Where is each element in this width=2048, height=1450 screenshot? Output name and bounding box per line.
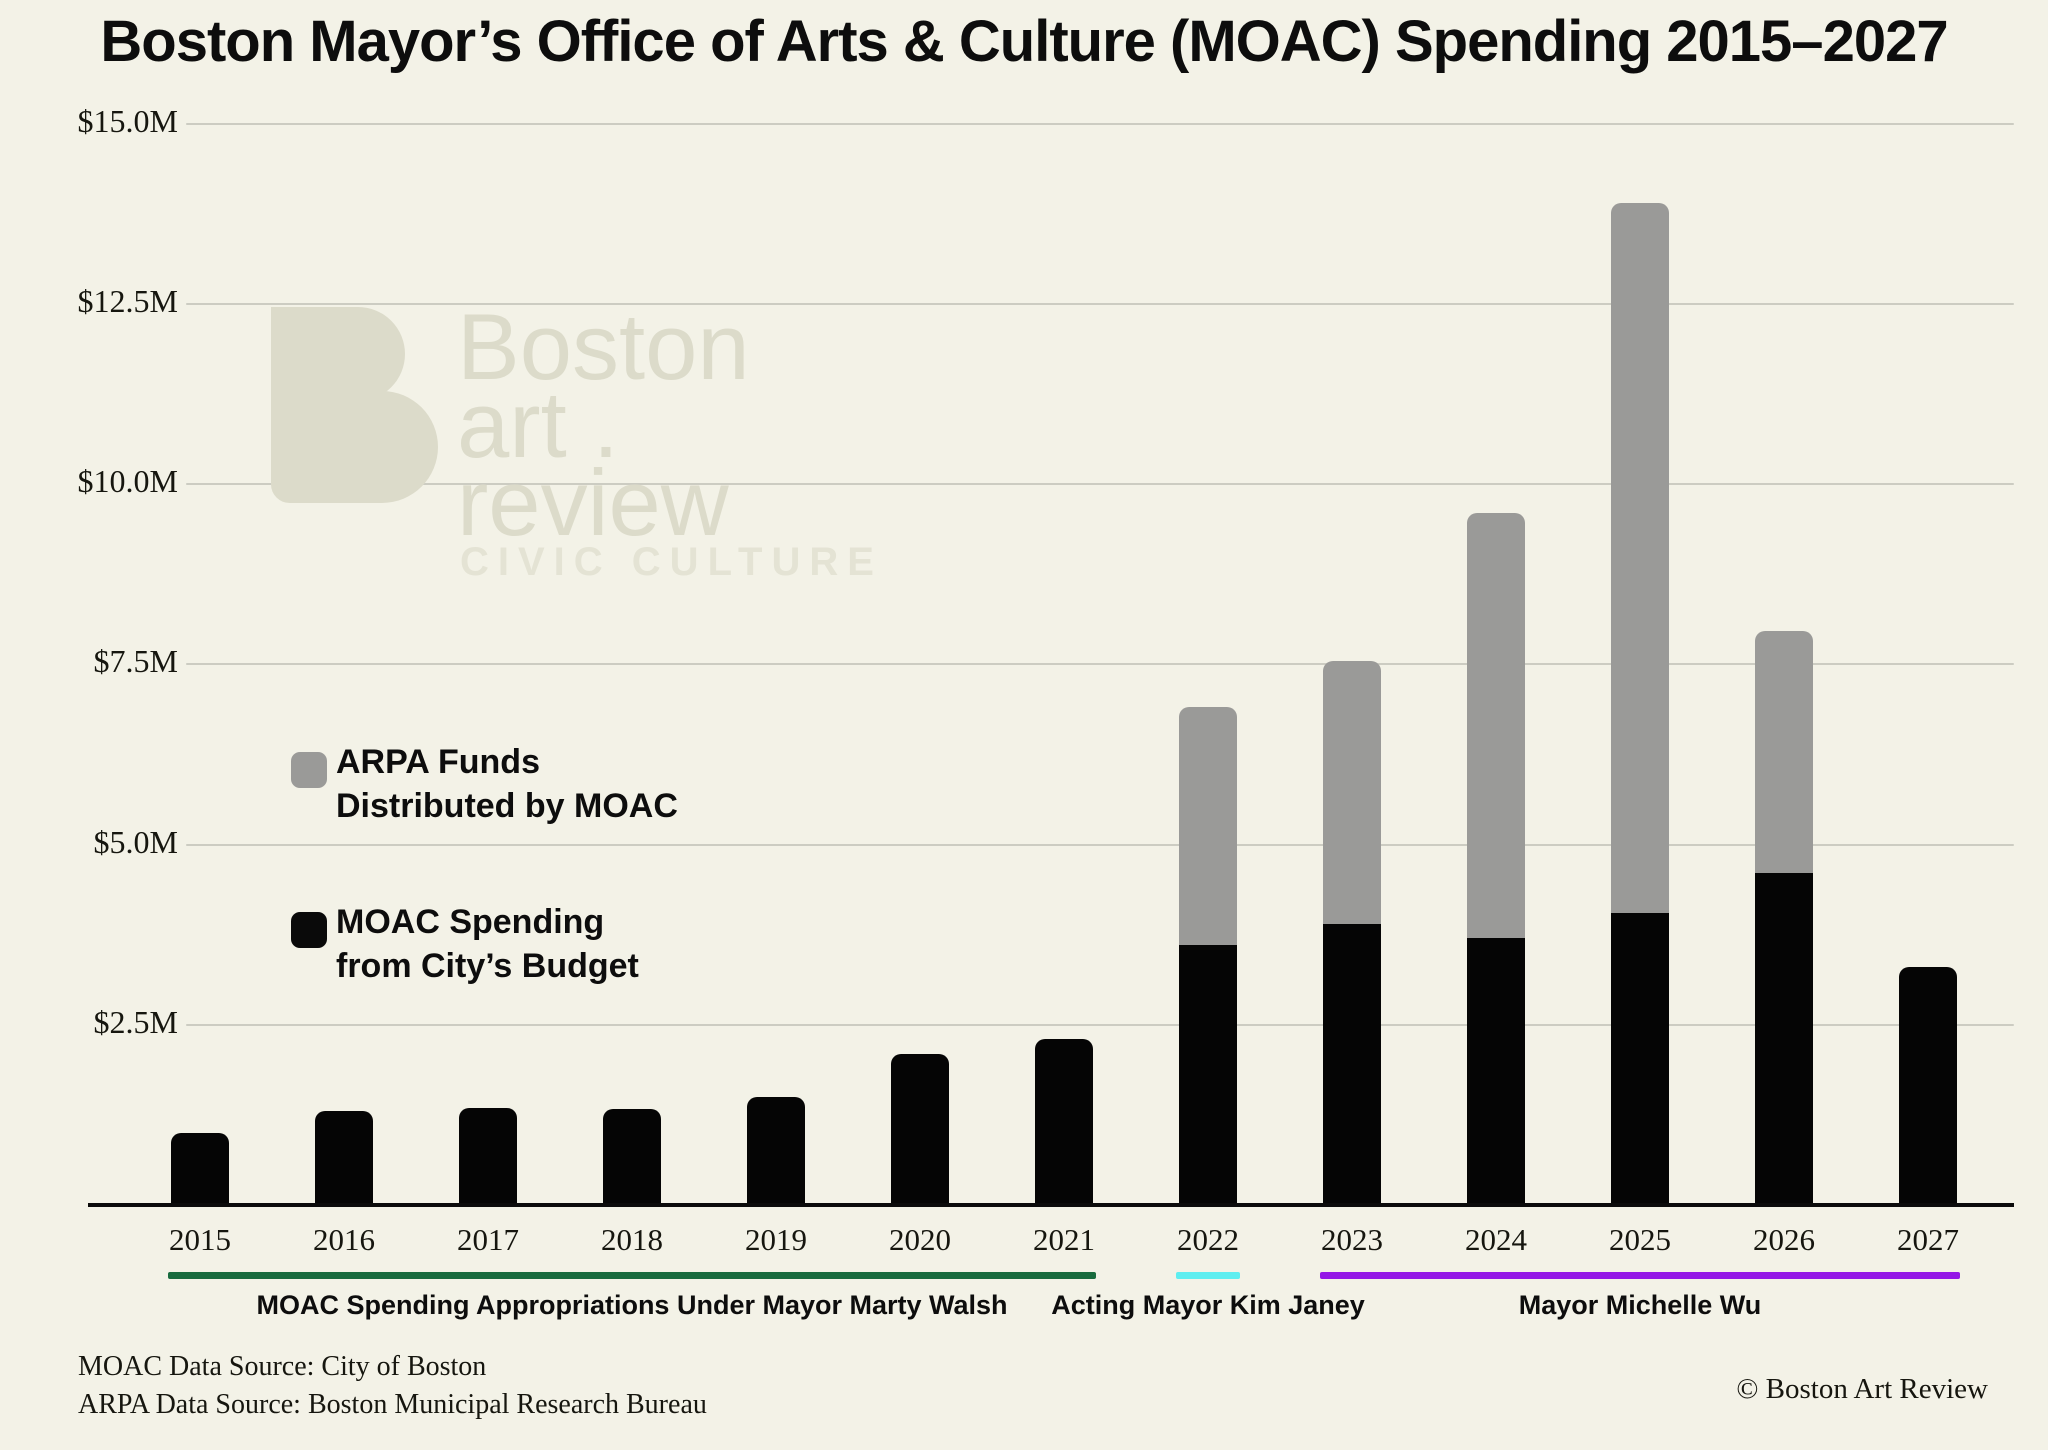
legend-arpa-swatch-icon xyxy=(291,752,327,788)
logo-b-top-lobe xyxy=(271,307,405,402)
gridline-2.5 xyxy=(186,1023,2014,1026)
chart-title: Boston Mayor’s Office of Arts & Culture … xyxy=(100,9,1948,74)
x-tick-label-2020: 2020 xyxy=(889,1222,951,1257)
bar-budget-2019 xyxy=(747,1097,805,1205)
x-axis-line xyxy=(88,1203,2014,1207)
watermark-line-boston: Boston xyxy=(457,294,750,399)
x-tick-label-2024: 2024 xyxy=(1465,1222,1527,1257)
x-tick-label-2019: 2019 xyxy=(745,1222,807,1257)
era-label-2: Mayor Michelle Wu xyxy=(1518,1290,1762,1320)
era-label-0: MOAC Spending Appropriations Under Mayor… xyxy=(256,1290,1008,1320)
gridline-15 xyxy=(186,122,2014,125)
gridline-10 xyxy=(186,483,2014,485)
bar-budget-2025 xyxy=(1611,913,1669,1205)
bar-arpa-2024 xyxy=(1467,513,1525,938)
y-tick-label-10: $10.0M xyxy=(77,463,178,499)
x-tick-label-2017: 2017 xyxy=(457,1222,519,1257)
era-label-1: Acting Mayor Kim Janey xyxy=(1051,1290,1365,1320)
legend-budget-line1: MOAC Spending xyxy=(336,903,605,941)
era-line-1 xyxy=(1176,1272,1240,1279)
data-source-notes: MOAC Data Source: City of Boston ARPA Dat… xyxy=(78,1348,707,1424)
gridline-5 xyxy=(186,843,2014,846)
logo-b-bottom-lobe xyxy=(271,391,438,503)
legend-budget-line2: from City’s Budget xyxy=(336,947,639,985)
bar-budget-2016 xyxy=(315,1111,373,1205)
era-line-2 xyxy=(1320,1272,1960,1279)
moac-data-source: MOAC Data Source: City of Boston xyxy=(78,1351,487,1382)
gridline-7.5 xyxy=(186,663,2014,666)
watermark-line-review: review xyxy=(457,450,729,555)
arpa-data-source: ARPA Data Source: Boston Municipal Resea… xyxy=(78,1389,707,1420)
bar-arpa-2022 xyxy=(1179,707,1237,945)
bar-arpa-2023 xyxy=(1323,661,1381,924)
legend-arpa-line1: ARPA Funds xyxy=(336,743,540,781)
x-tick-label-2022: 2022 xyxy=(1177,1222,1239,1257)
legend-arpa-line2: Distributed by MOAC xyxy=(336,787,678,825)
bar-budget-2018 xyxy=(603,1109,661,1205)
bar-budget-2023 xyxy=(1323,924,1381,1205)
x-tick-label-2021: 2021 xyxy=(1033,1222,1095,1257)
x-tick-label-2015: 2015 xyxy=(169,1222,231,1257)
boston-art-review-logo-icon xyxy=(271,307,438,503)
bar-budget-2021 xyxy=(1035,1039,1093,1205)
bar-arpa-2026 xyxy=(1755,631,1813,873)
bar-arpa-2025 xyxy=(1611,203,1669,913)
x-tick-label-2016: 2016 xyxy=(313,1222,375,1257)
gridline-12.5 xyxy=(186,302,2014,305)
x-tick-label-2025: 2025 xyxy=(1609,1222,1671,1257)
legend-budget-label: MOAC Spending from City’s Budget xyxy=(336,900,639,988)
x-tick-label-2026: 2026 xyxy=(1753,1222,1815,1257)
x-tick-label-2018: 2018 xyxy=(601,1222,663,1257)
copyright-note: © Boston Art Review xyxy=(1736,1373,1988,1405)
legend-arpa-label: ARPA Funds Distributed by MOAC xyxy=(336,740,678,828)
bar-budget-2020 xyxy=(891,1054,949,1205)
y-tick-label-7.5: $7.5M xyxy=(93,643,178,680)
y-tick-label-15: $15.0M xyxy=(77,102,178,139)
bar-budget-2022 xyxy=(1179,945,1237,1205)
bar-budget-2026 xyxy=(1755,873,1813,1205)
watermark-line-art: art . xyxy=(457,372,619,477)
bar-budget-2027 xyxy=(1899,967,1957,1205)
x-tick-label-2023: 2023 xyxy=(1321,1222,1383,1257)
y-tick-label-5: $5.0M xyxy=(93,823,178,860)
bar-budget-2017 xyxy=(459,1108,517,1205)
era-line-0 xyxy=(168,1272,1096,1279)
x-tick-label-2027: 2027 xyxy=(1897,1222,1959,1257)
y-tick-label-2.5: $2.5M xyxy=(93,1003,178,1040)
bar-budget-2015 xyxy=(171,1133,229,1205)
y-tick-label-12.5: $12.5M xyxy=(77,282,178,319)
legend-budget-swatch-icon xyxy=(291,912,327,948)
bar-budget-2024 xyxy=(1467,938,1525,1205)
watermark-tagline: CIVIC CULTURE xyxy=(460,540,883,584)
